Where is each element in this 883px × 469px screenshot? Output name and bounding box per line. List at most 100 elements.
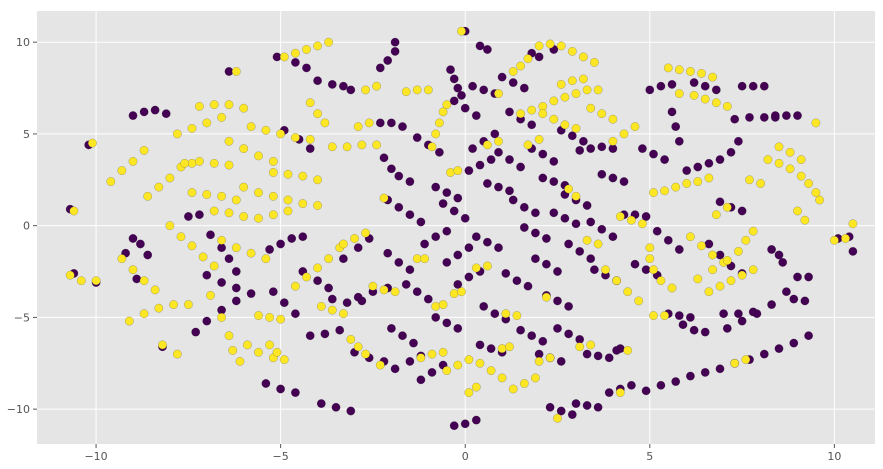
scatter-point xyxy=(398,331,407,341)
scatter-point xyxy=(711,85,721,95)
scatter-point xyxy=(571,219,581,229)
scatter-point xyxy=(556,80,566,89)
scatter-point xyxy=(457,287,466,297)
scatter-point xyxy=(268,287,278,297)
scatter-point xyxy=(756,179,765,188)
scatter-point xyxy=(446,168,455,177)
scatter-point xyxy=(796,155,806,165)
scatter-point xyxy=(674,65,684,75)
scatter-point xyxy=(169,300,179,309)
scatter-point xyxy=(268,191,278,201)
scatter-point xyxy=(224,136,234,146)
scatter-point xyxy=(361,228,370,238)
scatter-point xyxy=(150,285,160,295)
scatter-point xyxy=(700,327,710,337)
scatter-point xyxy=(390,364,400,374)
scatter-point xyxy=(361,349,370,359)
scatter-point xyxy=(217,191,227,201)
scatter-point xyxy=(638,219,647,229)
scatter-point xyxy=(357,140,367,150)
scatter-point xyxy=(187,241,197,251)
scatter-point xyxy=(224,331,234,341)
scatter-point xyxy=(719,309,728,319)
scatter-point xyxy=(453,83,463,93)
scatter-point xyxy=(268,210,278,220)
scatter-point xyxy=(785,164,795,174)
scatter-point xyxy=(338,254,348,264)
scatter-point xyxy=(453,193,463,203)
scatter-point xyxy=(656,276,666,286)
scatter-point xyxy=(660,155,669,165)
x-tick-label: 0 xyxy=(462,450,469,463)
scatter-point xyxy=(416,375,426,385)
scatter-point xyxy=(516,61,525,71)
scatter-point xyxy=(623,287,633,297)
scatter-point xyxy=(641,265,651,275)
scatter-point xyxy=(608,114,618,124)
scatter-point xyxy=(283,206,293,216)
scatter-point xyxy=(645,243,655,253)
scatter-point xyxy=(353,122,363,132)
scatter-point xyxy=(667,80,677,89)
scatter-point xyxy=(549,208,559,218)
scatter-point xyxy=(531,373,540,383)
scatter-point xyxy=(128,265,138,275)
scatter-point xyxy=(774,158,784,168)
scatter-point xyxy=(571,191,581,201)
scatter-point xyxy=(161,109,171,119)
scatter-point xyxy=(556,356,566,366)
scatter-point xyxy=(759,349,769,359)
scatter-point xyxy=(519,202,529,212)
scatter-point xyxy=(386,118,396,128)
scatter-point xyxy=(460,103,470,113)
scatter-point xyxy=(597,169,607,179)
scatter-point xyxy=(394,202,404,212)
scatter-point xyxy=(494,136,503,146)
scatter-point xyxy=(778,257,788,267)
scatter-point xyxy=(542,292,551,302)
scatter-point xyxy=(209,261,219,271)
scatter-point xyxy=(734,246,743,256)
scatter-point xyxy=(759,113,769,122)
scatter-point xyxy=(135,239,145,249)
scatter-point xyxy=(708,72,717,82)
scatter-point xyxy=(711,98,721,108)
scatter-point xyxy=(494,243,503,253)
scatter-point xyxy=(634,296,644,306)
scatter-point xyxy=(453,360,463,370)
scatter-point xyxy=(593,239,603,249)
scatter-point xyxy=(313,175,322,185)
scatter-point xyxy=(468,144,477,154)
scatter-point xyxy=(689,78,699,88)
tick-marks xyxy=(33,41,835,448)
scatter-point xyxy=(409,338,418,348)
scatter-point xyxy=(128,156,138,166)
scatter-point xyxy=(176,232,186,242)
scatter-point xyxy=(678,320,688,330)
scatter-point xyxy=(427,142,437,152)
scatter-point xyxy=(324,37,333,47)
scatter-point xyxy=(231,67,241,76)
scatter-point xyxy=(567,410,577,419)
scatter-point xyxy=(848,219,858,229)
scatter-point xyxy=(811,188,821,198)
scatter-point xyxy=(261,379,271,388)
scatter-point xyxy=(372,81,381,91)
scatter-point xyxy=(722,202,732,212)
scatter-point xyxy=(427,367,437,377)
scatter-point xyxy=(346,85,356,95)
scatter-point xyxy=(246,289,256,298)
scatter-point xyxy=(490,309,500,319)
scatter-point xyxy=(217,278,227,287)
scatter-point xyxy=(290,58,300,67)
scatter-point xyxy=(497,373,507,383)
scatter-point xyxy=(793,272,802,282)
scatter-point xyxy=(579,74,588,84)
scatter-point xyxy=(627,215,636,225)
scatter-point xyxy=(494,147,503,157)
scatter-point xyxy=(457,91,466,100)
scatter-point xyxy=(711,210,721,220)
scatter-point xyxy=(335,325,345,335)
scatter-point xyxy=(804,331,813,341)
scatter-point xyxy=(246,248,256,258)
